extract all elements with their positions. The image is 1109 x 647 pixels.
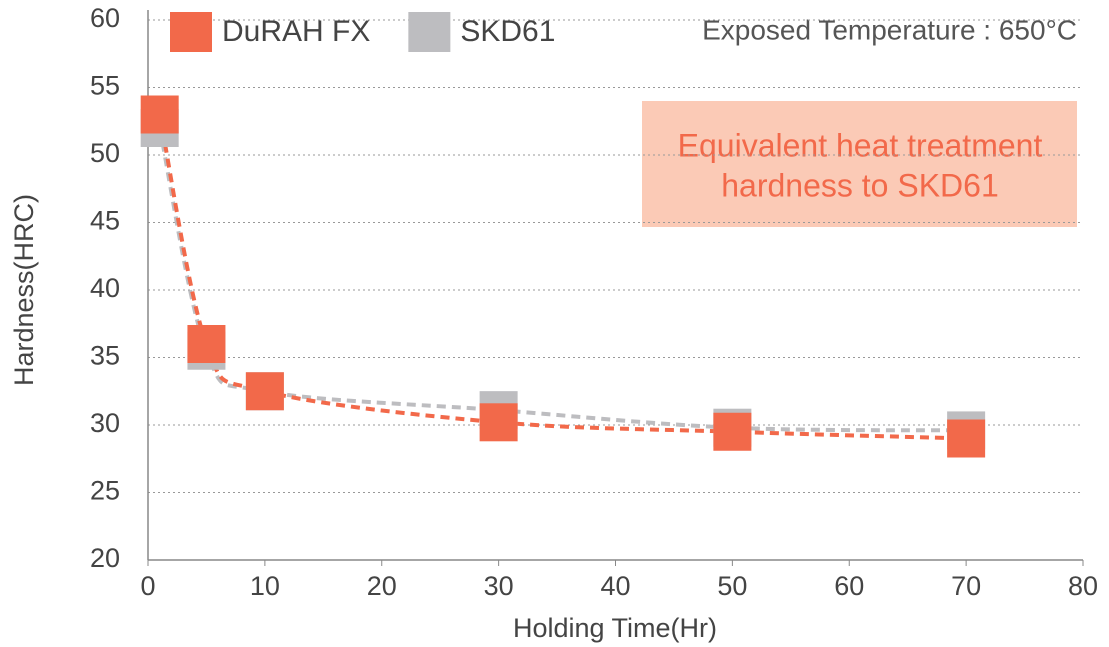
series-line	[157, 114, 967, 441]
y-tick-label: 35	[90, 341, 120, 371]
x-tick-label: 40	[600, 571, 630, 601]
y-tick-label: 25	[90, 476, 120, 506]
annotation-box	[642, 101, 1077, 227]
y-axis-title: Hardness(HRC)	[9, 194, 39, 386]
legend-label: DuRAH FX	[222, 15, 370, 48]
x-tick-label: 20	[367, 571, 397, 601]
y-tick-label: 20	[90, 543, 120, 573]
y-tick-label: 40	[90, 273, 120, 303]
point	[187, 325, 226, 363]
x-tick-label: 70	[951, 571, 981, 601]
x-tick-label: 50	[717, 571, 747, 601]
series-line	[157, 127, 967, 433]
y-tick-label: 30	[90, 408, 120, 438]
x-tick-label: 30	[484, 571, 514, 601]
note: Exposed Temperature : 650°C	[702, 14, 1077, 45]
legend-swatch	[170, 12, 212, 52]
legend-label: SKD61	[460, 15, 555, 48]
x-axis-title: Holding Time(Hr)	[513, 613, 717, 643]
y-tick-label: 50	[90, 138, 120, 168]
x-tick-label: 10	[250, 571, 280, 601]
y-tick-label: 45	[90, 206, 120, 236]
point	[479, 403, 518, 442]
legend-swatch	[408, 12, 451, 52]
x-tick-label: 0	[140, 571, 155, 601]
point	[947, 419, 986, 458]
x-tick-label: 80	[1068, 571, 1098, 601]
y-tick-label: 55	[90, 71, 120, 101]
point	[713, 412, 752, 451]
annotation-line: hardness to SKD61	[721, 167, 999, 203]
point	[140, 95, 179, 134]
annotation-line: Equivalent heat treatment	[678, 127, 1043, 163]
point	[245, 372, 284, 411]
x-tick-label: 60	[834, 571, 864, 601]
y-tick-label: 60	[90, 3, 120, 33]
